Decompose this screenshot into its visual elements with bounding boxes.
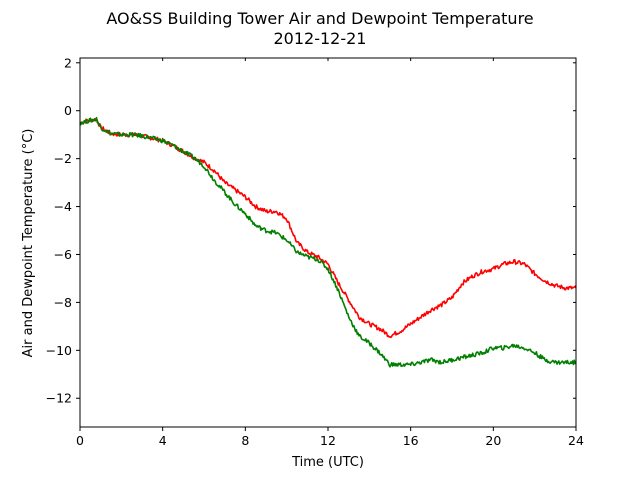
y-tick-label: −2 [54,151,72,166]
series-line-1 [79,117,577,339]
series-line-2 [79,116,577,368]
x-tick-label: 0 [76,433,84,448]
y-tick-label: −12 [46,391,72,406]
x-tick-label: 4 [159,433,167,448]
y-axis-label: Air and Dewpoint Temperature (°C) [21,129,36,358]
y-tick-label: −6 [54,247,72,262]
y-tick-label: −8 [54,295,72,310]
y-tick-label: −4 [54,199,72,214]
x-tick-label: 8 [241,433,249,448]
x-tick-label: 24 [568,433,584,448]
x-tick-label: 16 [403,433,419,448]
chart-subtitle: 2012-12-21 [274,29,367,48]
x-axis: 0 4 8 12 16 20 24 [76,58,584,448]
x-tick-label: 12 [320,433,336,448]
y-axis: −12 −10 −8 −6 −4 −2 0 2 [46,55,576,406]
chart-title: AO&SS Building Tower Air and Dewpoint Te… [106,9,533,28]
y-tick-label: 0 [64,103,72,118]
x-tick-label: 20 [485,433,501,448]
plot-area [79,116,577,368]
x-axis-label: Time (UTC) [291,455,364,470]
y-tick-label: 2 [64,55,72,70]
plot-frame [79,57,577,428]
y-tick-label: −10 [46,343,72,358]
